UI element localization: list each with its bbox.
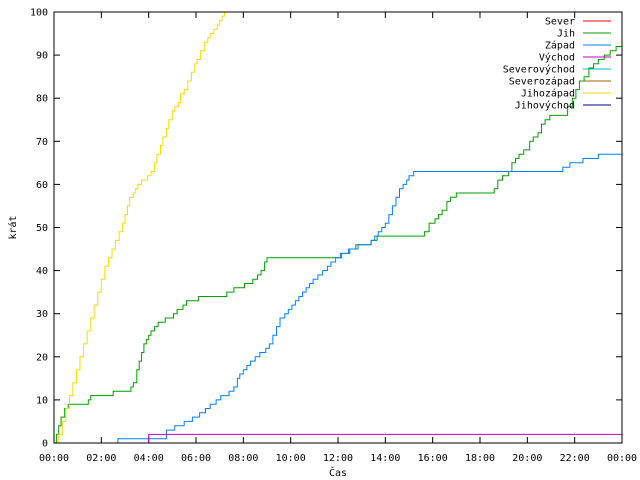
x-tick-label: 12:00 [323, 453, 353, 464]
legend-label: Jih [557, 29, 575, 40]
x-tick-label: 08:00 [228, 453, 258, 464]
y-tick-label: 50 [36, 223, 48, 234]
x-tick-label: 14:00 [370, 453, 400, 464]
y-tick-label: 90 [36, 51, 48, 62]
x-tick-label: 16:00 [418, 453, 448, 464]
y-tick-label: 100 [30, 8, 48, 19]
y-tick-label: 70 [36, 137, 48, 148]
legend-label: Jihozápad [521, 88, 575, 100]
x-tick-label: 10:00 [276, 453, 306, 464]
x-tick-label: 02:00 [86, 453, 116, 464]
x-tick-label: 00:00 [607, 453, 637, 464]
x-tick-label: 00:00 [39, 453, 69, 464]
y-tick-labels: 0 10 20 30 40 50 60 70 80 90 100 [30, 8, 48, 450]
x-tick-label: 22:00 [560, 453, 590, 464]
y-tick-label: 0 [42, 439, 48, 450]
legend-label: Jihovýchod [515, 100, 575, 112]
series-line-6 [54, 12, 225, 444]
x-tick-label: 20:00 [512, 453, 542, 464]
x-axis-label: Čas [329, 466, 347, 479]
x-tick-labels: 00:00 02:00 04:00 06:00 08:00 10:00 12:00 14:00… [39, 453, 637, 464]
x-tick-label: 18:00 [465, 453, 495, 464]
legend-label: Západ [545, 40, 575, 52]
x-tick-label: 04:00 [134, 453, 164, 464]
legend-label: Severozápad [509, 76, 575, 88]
x-tick-label: 06:00 [181, 453, 211, 464]
legend: SeverJihZápadVýchodSeverovýchodSeverozáp… [503, 17, 611, 112]
y-axis-label: krát [7, 215, 19, 239]
y-tick-label: 10 [36, 395, 48, 406]
y-tick-label: 80 [36, 94, 48, 105]
plot-frame [53, 11, 623, 444]
legend-label: Sever [545, 17, 575, 28]
y-tick-label: 60 [36, 180, 48, 191]
y-tick-label: 20 [36, 352, 48, 363]
legend-label: Severovýchod [503, 64, 575, 76]
y-tick-label: 30 [36, 309, 48, 320]
y-tick-label: 40 [36, 266, 48, 277]
legend-label: Východ [539, 52, 575, 64]
series-line-2 [54, 149, 623, 444]
